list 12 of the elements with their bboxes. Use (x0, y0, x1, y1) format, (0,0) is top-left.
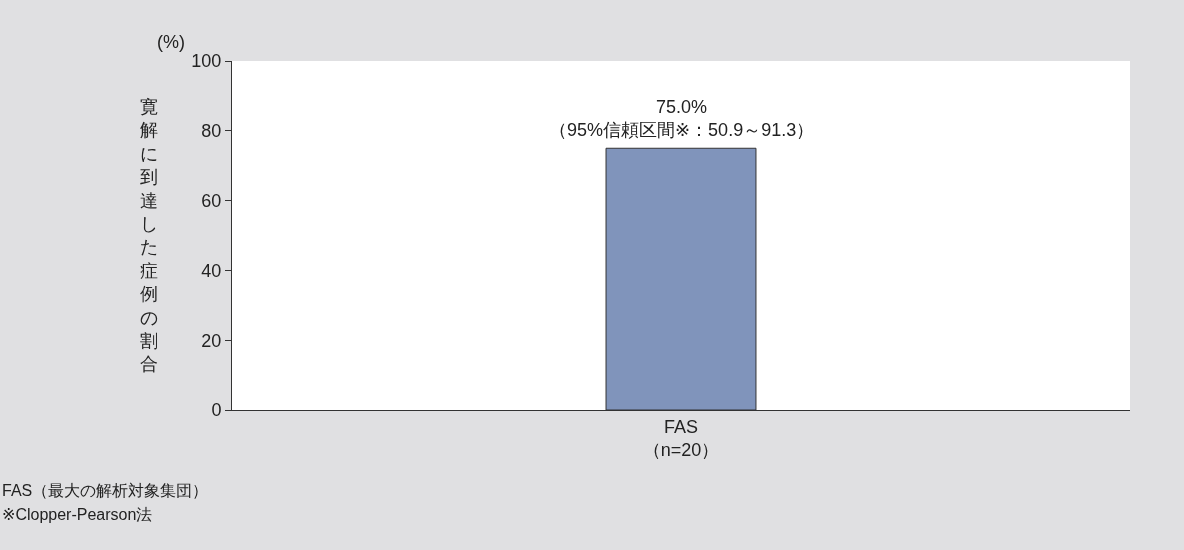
y-tick-label: 100 (191, 51, 222, 72)
y-tick-label: 60 (201, 190, 222, 211)
text: 寛解に到達した症例の割合 (140, 97, 158, 375)
data-label: 75.0% （95%信頼区間※：50.9～91.3） (549, 97, 815, 141)
y-tick-label: 40 (201, 260, 222, 281)
text: FAS（最大の解析対象集団） (2, 482, 209, 499)
text: ※Clopper-Pearson法 (2, 506, 153, 523)
x-tick-label: FAS （n=20） (642, 416, 720, 460)
text: (%) (157, 32, 185, 52)
y-tick-label: 80 (201, 121, 222, 142)
y-tick-label: 20 (201, 330, 222, 351)
y-tick-label: 0 (211, 400, 222, 421)
